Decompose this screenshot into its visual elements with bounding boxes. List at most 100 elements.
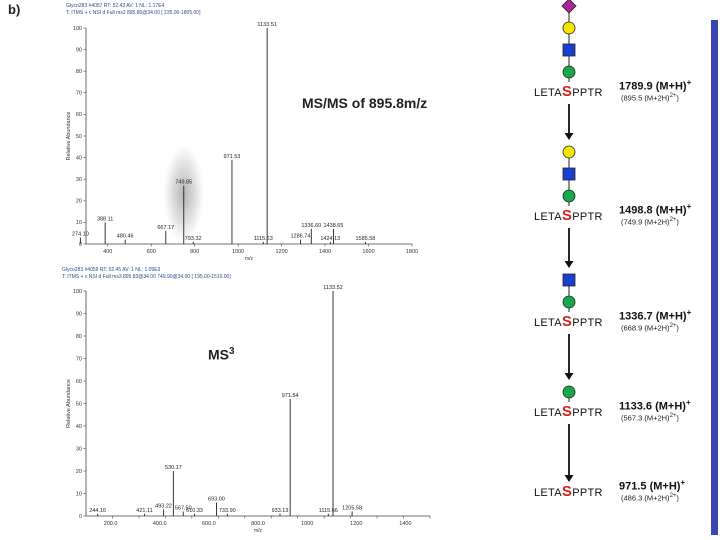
y-tick-label: 90 xyxy=(76,311,82,317)
peak-label: 971.54 xyxy=(282,393,299,399)
square-glycan-icon xyxy=(562,273,576,287)
glycosite-residue: S xyxy=(561,83,573,100)
precursor-mass: 1498.8 (M+H)+ xyxy=(619,202,691,217)
peak-label: 567.50 xyxy=(175,506,192,512)
peptide-segment: LETA xyxy=(534,211,562,223)
sub-mass-value: (486.3 (M+2H) xyxy=(621,493,670,503)
y-tick-label: 20 xyxy=(76,469,82,475)
peak-label: 274.10 xyxy=(72,232,89,238)
peak-label: 480.46 xyxy=(117,234,134,240)
spectrum2-header-line1: Glyco283 #4059 RT: 52.45 AV: 1 NL: 1.09E… xyxy=(62,267,161,273)
precursor-mass: 971.5 (M+H)+ xyxy=(619,478,685,493)
peak-label: 1336.60 xyxy=(301,223,321,229)
y-tick-label: 50 xyxy=(76,401,82,407)
mass-charge: + xyxy=(686,308,692,317)
peak-label: 667.17 xyxy=(157,225,174,231)
y-axis-label: Relative Abundance xyxy=(66,112,72,161)
y-tick-label: 60 xyxy=(76,112,82,118)
sub-mass-close: ) xyxy=(676,413,679,423)
circle-green-glycan-icon xyxy=(562,295,576,309)
mass-value: 1133.6 (M+H) xyxy=(619,400,686,413)
peptide-segment: LETA xyxy=(534,87,562,99)
peptide-sequence: LETASPPTR xyxy=(534,483,603,500)
doubly-charged-mass: (668.9 (M+2H)2+) xyxy=(621,323,679,333)
mass-charge: + xyxy=(686,78,692,87)
sub-mass-charge: 2+ xyxy=(669,413,677,419)
peak-label: 1424.13 xyxy=(320,236,340,242)
peak-label: 493.22 xyxy=(155,503,172,509)
x-tick-label: 1800 xyxy=(406,249,418,255)
y-tick-label: 90 xyxy=(76,47,82,53)
doubly-charged-mass: (895.5 (M+2H)2+) xyxy=(621,93,679,103)
spectrum2-annotation: MS3 xyxy=(208,346,235,363)
spectrum2-annotation-sup: 3 xyxy=(229,346,235,357)
sub-mass-close: ) xyxy=(676,217,679,227)
spectrum1-header-line2: T: ITMS + c NSI d Full ms2 895.80@34.00 … xyxy=(66,10,201,16)
mass-value: 1789.9 (M+H) xyxy=(619,80,687,93)
peak-label: 749.85 xyxy=(175,180,192,186)
mass-value: 971.5 (M+H) xyxy=(619,480,681,493)
spectrum1-plot: 0 10 20 30 40 50 60 70 80 90 100 400 600 800 1000 1200 1… xyxy=(66,22,418,262)
x-tick-label: 200.0 xyxy=(104,521,118,527)
y-axis-label: Relative Abundance xyxy=(66,379,72,428)
x-tick-label: 400.0 xyxy=(153,521,167,527)
peptide-segment: LETA xyxy=(534,487,562,499)
spectrum2-header-line2: T: ITMS + c NSI d Full ms3 895.83@34.00 … xyxy=(62,274,231,280)
x-tick-label: 1000 xyxy=(301,521,313,527)
x-tick-label: 600.0 xyxy=(202,521,216,527)
panel-label: b) xyxy=(8,2,21,17)
sub-mass-value: (567.3 (M+2H) xyxy=(621,413,670,423)
x-tick-label: 800.0 xyxy=(251,521,265,527)
glycosite-residue: S xyxy=(561,313,573,330)
circle-green-glycan-icon xyxy=(562,65,576,79)
glycosite-residue: S xyxy=(561,403,573,420)
peptide-segment: PPTR xyxy=(572,487,603,499)
doubly-charged-mass: (749.9 (M+2H)2+) xyxy=(621,217,679,227)
y-tick-label: 50 xyxy=(76,134,82,140)
x-tick-label: 1200 xyxy=(275,249,287,255)
y-tick-label: 0 xyxy=(79,242,82,248)
peak-label: 1115.63 xyxy=(254,236,273,242)
peak-label: 244.16 xyxy=(89,508,106,514)
circle-yellow-glycan-icon xyxy=(562,145,576,159)
x-tick-label: 1000 xyxy=(232,249,244,255)
peptide-sequence: LETASPPTR xyxy=(534,83,603,100)
peak-label: 610.33 xyxy=(186,508,203,514)
spectrum1-header-line1: Glyco283 #4057 RT: 52.43 AV: 1 NL: 1.17E… xyxy=(66,3,165,9)
x-tick-label: 800 xyxy=(190,249,199,255)
arrow-head-icon xyxy=(564,261,574,268)
y-tick-label: 100 xyxy=(73,26,82,32)
peptide-segment: LETA xyxy=(534,407,562,419)
x-tick-label: 1400 xyxy=(319,249,331,255)
spectrum2-plot: 0 10 20 30 40 50 60 70 80 90 100 200.0 400.0 600.0 800… xyxy=(66,285,431,534)
arrow-head-icon xyxy=(564,475,574,482)
peptide-sequence: LETASPPTR xyxy=(534,403,603,420)
sub-mass-charge: 2+ xyxy=(669,217,677,223)
square-glycan-icon xyxy=(562,43,576,57)
square-glycan-icon xyxy=(562,167,576,181)
mass-value: 1498.8 (M+H) xyxy=(619,204,687,217)
x-tick-label: 1400 xyxy=(399,521,411,527)
circle-green-glycan-icon xyxy=(562,385,576,399)
x-tick-label: 600 xyxy=(147,249,156,255)
peak-label: 1133.52 xyxy=(323,285,342,291)
spectrum2-annotation-text: MS xyxy=(208,346,229,363)
precursor-mass: 1789.9 (M+H)+ xyxy=(619,78,691,93)
peptide-sequence: LETASPPTR xyxy=(534,313,603,330)
precursor-mass: 1133.6 (M+H)+ xyxy=(619,398,691,413)
y-tick-label: 100 xyxy=(73,289,82,295)
circle-yellow-glycan-icon xyxy=(562,21,576,35)
mass-charge: + xyxy=(686,202,692,211)
x-axis-label: m/z xyxy=(245,256,254,262)
peak-label: 1205.58 xyxy=(342,506,362,512)
y-tick-label: 60 xyxy=(76,379,82,385)
peak-label: 793.32 xyxy=(185,236,202,242)
y-tick-label: 10 xyxy=(76,220,82,226)
y-tick-label: 70 xyxy=(76,91,82,97)
sub-mass-value: (749.9 (M+2H) xyxy=(621,217,670,227)
spectrum1-annotation: MS/MS of 895.8m/z xyxy=(302,95,428,111)
x-axis-label: m/z xyxy=(254,528,263,534)
sub-mass-close: ) xyxy=(676,323,679,333)
